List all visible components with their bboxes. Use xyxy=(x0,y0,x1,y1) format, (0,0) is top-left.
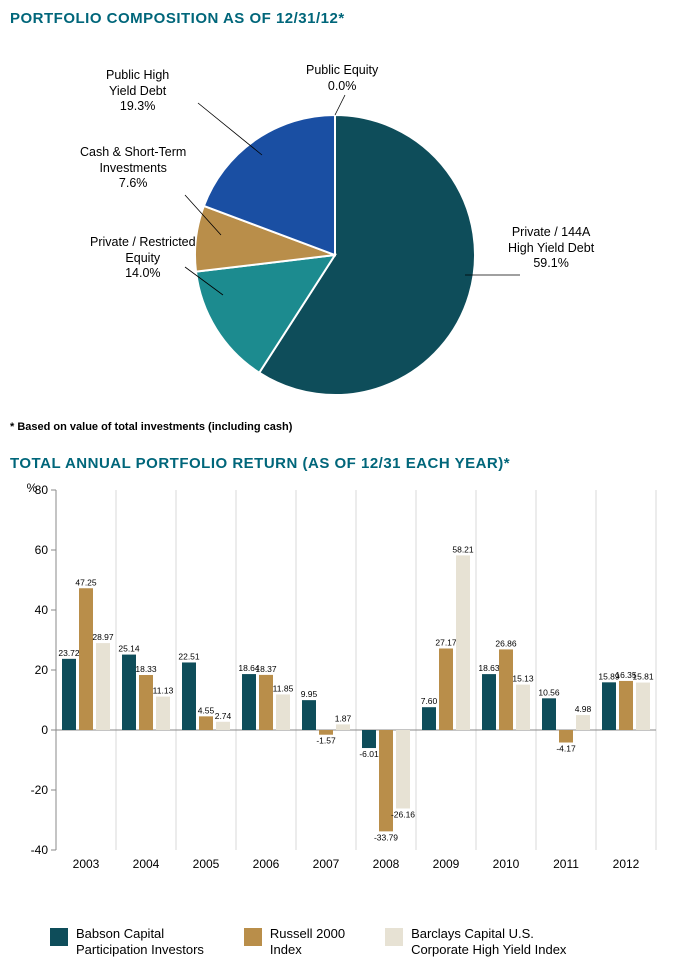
legend-item: Russell 2000Index xyxy=(244,926,345,957)
bar xyxy=(482,674,496,730)
svg-text:28.97: 28.97 xyxy=(92,632,114,642)
bar xyxy=(276,694,290,730)
bar xyxy=(96,643,110,730)
bar xyxy=(122,655,136,730)
bar xyxy=(619,681,633,730)
svg-text:4.98: 4.98 xyxy=(575,704,592,714)
pie-title: PORTFOLIO COMPOSITION AS OF 12/31/12* xyxy=(10,10,667,27)
svg-text:10.56: 10.56 xyxy=(538,687,560,697)
svg-text:-1.57: -1.57 xyxy=(316,736,336,746)
bar xyxy=(139,675,153,730)
bar-title: TOTAL ANNUAL PORTFOLIO RETURN (AS OF 12/… xyxy=(10,455,667,472)
svg-text:9.95: 9.95 xyxy=(301,689,318,699)
svg-text:-26.16: -26.16 xyxy=(391,809,415,819)
svg-text:23.72: 23.72 xyxy=(58,648,80,658)
svg-text:4.55: 4.55 xyxy=(198,705,215,715)
svg-text:0: 0 xyxy=(41,723,48,737)
bar xyxy=(636,683,650,730)
svg-text:2007: 2007 xyxy=(313,857,340,871)
svg-text:2.74: 2.74 xyxy=(215,711,232,721)
svg-text:-6.01: -6.01 xyxy=(359,749,379,759)
pie-chart: Public Equity0.0% Private / 144AHigh Yiel… xyxy=(10,35,667,415)
svg-text:2012: 2012 xyxy=(613,857,640,871)
svg-text:27.17: 27.17 xyxy=(435,637,457,647)
svg-text:80: 80 xyxy=(35,483,49,497)
bar-chart: %-40-2002040608023.7247.2528.97200325.14… xyxy=(10,480,667,920)
svg-text:58.21: 58.21 xyxy=(452,544,474,554)
svg-text:15.81: 15.81 xyxy=(632,672,654,682)
svg-text:11.13: 11.13 xyxy=(153,686,174,696)
pie-slice-label: Public Equity0.0% xyxy=(306,63,378,94)
svg-text:18.33: 18.33 xyxy=(135,664,157,674)
bar xyxy=(422,707,436,730)
svg-text:1.87: 1.87 xyxy=(335,713,352,723)
svg-text:7.60: 7.60 xyxy=(421,696,438,706)
bar xyxy=(216,722,230,730)
bar xyxy=(336,724,350,730)
legend-swatch xyxy=(50,928,68,946)
svg-text:18.63: 18.63 xyxy=(478,663,500,673)
legend-label: Babson CapitalParticipation Investors xyxy=(76,926,204,957)
svg-text:2006: 2006 xyxy=(253,857,280,871)
svg-text:2009: 2009 xyxy=(433,857,460,871)
bar xyxy=(602,682,616,730)
svg-text:11.85: 11.85 xyxy=(273,683,294,693)
pie-footnote: * Based on value of total investments (i… xyxy=(10,421,667,433)
svg-text:-33.79: -33.79 xyxy=(374,832,398,842)
bar xyxy=(559,730,573,743)
legend-item: Babson CapitalParticipation Investors xyxy=(50,926,204,957)
bar xyxy=(542,698,556,730)
bar xyxy=(396,730,410,808)
svg-text:25.14: 25.14 xyxy=(118,644,140,654)
svg-text:22.51: 22.51 xyxy=(178,651,200,661)
bar xyxy=(199,716,213,730)
svg-text:-20: -20 xyxy=(31,783,49,797)
legend-label: Barclays Capital U.S.Corporate High Yiel… xyxy=(411,926,566,957)
bar xyxy=(439,648,453,730)
svg-text:-4.17: -4.17 xyxy=(556,744,576,754)
svg-text:2005: 2005 xyxy=(193,857,220,871)
svg-text:2008: 2008 xyxy=(373,857,400,871)
bar xyxy=(79,588,93,730)
bar xyxy=(302,700,316,730)
svg-text:40: 40 xyxy=(35,603,49,617)
svg-text:2011: 2011 xyxy=(553,857,579,871)
legend-swatch xyxy=(385,928,403,946)
legend-label: Russell 2000Index xyxy=(270,926,345,957)
bar xyxy=(516,685,530,730)
bar-legend: Babson CapitalParticipation Investors Rus… xyxy=(50,926,667,957)
bar xyxy=(456,555,470,730)
svg-text:47.25: 47.25 xyxy=(75,577,97,587)
bar xyxy=(576,715,590,730)
bar xyxy=(319,730,333,735)
svg-text:60: 60 xyxy=(35,543,49,557)
svg-text:15.13: 15.13 xyxy=(512,674,534,684)
svg-text:26.86: 26.86 xyxy=(495,638,517,648)
svg-text:2004: 2004 xyxy=(133,857,160,871)
svg-text:-40: -40 xyxy=(31,843,49,857)
bar xyxy=(156,697,170,730)
svg-text:2003: 2003 xyxy=(73,857,100,871)
bar xyxy=(259,675,273,730)
svg-text:2010: 2010 xyxy=(493,857,520,871)
pie-slice-label: Cash & Short-TermInvestments7.6% xyxy=(80,145,186,192)
svg-text:20: 20 xyxy=(35,663,49,677)
legend-item: Barclays Capital U.S.Corporate High Yiel… xyxy=(385,926,566,957)
pie-slice-label: Private / 144AHigh Yield Debt59.1% xyxy=(508,225,594,272)
bar xyxy=(62,659,76,730)
bar xyxy=(182,662,196,730)
svg-text:18.37: 18.37 xyxy=(255,664,277,674)
pie-slice-label: Public HighYield Debt19.3% xyxy=(106,68,169,115)
bar xyxy=(499,649,513,730)
legend-swatch xyxy=(244,928,262,946)
bar xyxy=(362,730,376,748)
bar xyxy=(242,674,256,730)
pie-slice-label: Private / RestrictedEquity14.0% xyxy=(90,235,196,282)
